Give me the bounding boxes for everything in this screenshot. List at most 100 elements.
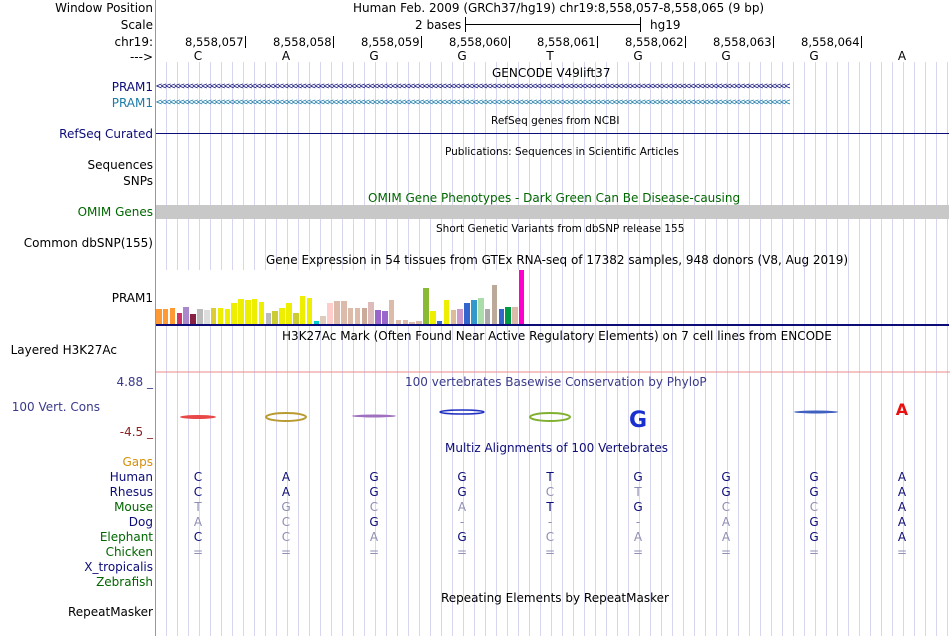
alignment-base: G — [457, 470, 467, 484]
gtex-tissue-bar[interactable] — [176, 313, 183, 324]
gtex-tissue-bar[interactable] — [388, 300, 395, 324]
gtex-tissue-bar[interactable] — [423, 288, 429, 324]
gtex-tissue-bar[interactable] — [162, 309, 169, 324]
gtex-tissue-bar[interactable] — [443, 300, 450, 324]
species-label-mouse[interactable]: Mouse — [114, 500, 153, 514]
gtex-tissue-bar[interactable] — [498, 309, 505, 324]
ruler-position-label: 8,558,058 — [273, 35, 332, 49]
h3k27ac-track-title[interactable]: H3K27Ac Mark (Often Found Near Active Re… — [282, 329, 832, 343]
chevron-left-icon[interactable]: <<<<<<<<<<<<<<<<<<<<<<<<<<<<<<<<<<<<<<<<… — [156, 98, 790, 108]
alignment-base: G — [809, 530, 819, 544]
gtex-tissue-bar[interactable] — [327, 303, 333, 324]
cons-track-title[interactable]: 100 vertebrates Basewise Conservation by… — [405, 375, 707, 389]
gtex-tissue-bar[interactable] — [471, 300, 477, 324]
gtex-tissue-bar[interactable] — [340, 301, 347, 324]
species-label-rhesus[interactable]: Rhesus — [109, 485, 153, 499]
gtex-tissue-bar[interactable] — [183, 307, 189, 324]
gtex-tissue-bar[interactable] — [505, 307, 511, 324]
gtex-tissue-bar[interactable] — [306, 298, 313, 324]
gaps-label: Gaps — [122, 455, 153, 469]
gtex-tissue-bar[interactable] — [375, 310, 381, 324]
gtex-tissue-bar[interactable] — [258, 302, 265, 324]
gtex-tissue-bar[interactable] — [190, 314, 196, 324]
alignment-base: G — [369, 515, 379, 529]
gtex-tissue-bar[interactable] — [395, 320, 402, 324]
gtex-tissue-bar[interactable] — [156, 309, 162, 324]
gtex-tissue-bar[interactable] — [279, 308, 285, 324]
species-label-zebrafish[interactable]: Zebrafish — [96, 575, 153, 589]
refseq-track-label[interactable]: RefSeq Curated — [59, 127, 153, 141]
cons-min-label: -4.5 _ — [119, 425, 153, 439]
gencode-item-label-2[interactable]: PRAM1 — [111, 96, 153, 110]
publications-track-title[interactable]: Publications: Sequences in Scientific Ar… — [445, 146, 679, 158]
chevron-left-icon[interactable]: <<<<<<<<<<<<<<<<<<<<<<<<<<<<<<<<<<<<<<<<… — [156, 82, 790, 92]
gtex-track-label[interactable]: PRAM1 — [111, 291, 153, 305]
gtex-tissue-bar[interactable] — [169, 308, 176, 324]
gtex-tissue-bar[interactable] — [491, 285, 498, 324]
gtex-track-title[interactable]: Gene Expression in 54 tissues from GTEx … — [266, 253, 849, 267]
gtex-tissue-bar[interactable] — [293, 313, 299, 324]
gtex-tissue-bar[interactable] — [450, 310, 457, 324]
species-label-chicken[interactable]: Chicken — [105, 545, 153, 559]
h3k27ac-track-label[interactable]: Layered H3K27Ac — [10, 343, 117, 357]
repeatmasker-track-label[interactable]: RepeatMasker — [67, 605, 153, 619]
gencode-track-title[interactable]: GENCODE V49lift37 — [492, 66, 611, 80]
gtex-tissue-bar[interactable] — [436, 321, 443, 324]
gencode-item-label-1[interactable]: PRAM1 — [111, 80, 153, 94]
gtex-tissue-bar[interactable] — [347, 308, 354, 324]
snps-track-label[interactable]: SNPs — [123, 174, 153, 188]
gtex-tissue-bar[interactable] — [224, 309, 231, 324]
alignment-base: G — [721, 470, 731, 484]
gtex-tissue-bar[interactable] — [265, 313, 272, 324]
gtex-tissue-bar[interactable] — [272, 311, 279, 324]
dbsnp-track-label[interactable]: Common dbSNP(155) — [23, 236, 153, 250]
alignment-base: C — [545, 485, 555, 499]
gtex-tissue-bar[interactable] — [286, 303, 292, 324]
refseq-gene-line[interactable] — [156, 133, 949, 134]
gtex-tissue-bar[interactable] — [477, 298, 484, 324]
species-label-human[interactable]: Human — [109, 470, 153, 484]
gtex-tissue-bar[interactable] — [203, 310, 210, 324]
gtex-tissue-bar[interactable] — [313, 321, 320, 324]
gtex-tissue-bar[interactable] — [238, 299, 244, 324]
omim-gene-bar[interactable] — [156, 205, 949, 219]
refseq-track-title[interactable]: RefSeq genes from NCBI — [491, 115, 620, 127]
gtex-tissue-bar[interactable] — [354, 308, 361, 324]
gtex-tissue-bar[interactable] — [457, 309, 463, 324]
cons-logo-plot[interactable]: G A — [156, 395, 950, 435]
gtex-tissue-bar[interactable] — [519, 270, 525, 324]
gtex-tissue-bar[interactable] — [464, 303, 470, 324]
multiz-track-title[interactable]: Multiz Alignments of 100 Vertebrates — [445, 441, 669, 455]
alignment-base: G — [369, 485, 379, 499]
species-label-elephant[interactable]: Elephant — [99, 530, 153, 544]
gtex-tissue-bar[interactable] — [299, 296, 306, 324]
omim-track-label[interactable]: OMIM Genes — [77, 205, 153, 219]
gtex-tissue-bar[interactable] — [361, 308, 368, 324]
gtex-tissue-bar[interactable] — [217, 308, 224, 324]
gtex-tissue-bar[interactable] — [251, 299, 258, 324]
strand-label: ---> — [129, 50, 153, 64]
gtex-tissue-bar[interactable] — [231, 303, 237, 324]
gtex-tissue-bar[interactable] — [416, 321, 422, 324]
gtex-tissue-bar[interactable] — [402, 320, 409, 324]
alignment-base: G — [721, 485, 731, 499]
gtex-tissue-bar[interactable] — [197, 309, 203, 324]
cons-track-label[interactable]: 100 Vert. Cons — [11, 400, 100, 414]
species-label-dog[interactable]: Dog — [128, 515, 153, 529]
alignment-base: G — [369, 470, 379, 484]
gtex-tissue-bar[interactable] — [409, 322, 416, 324]
gtex-tissue-bar[interactable] — [484, 309, 491, 324]
gtex-tissue-bar[interactable] — [368, 302, 374, 324]
gtex-tissue-bar[interactable] — [334, 301, 340, 324]
gtex-tissue-bar[interactable] — [430, 311, 436, 324]
dbsnp-track-title[interactable]: Short Genetic Variants from dbSNP releas… — [436, 223, 685, 235]
gtex-tissue-bar[interactable] — [320, 316, 326, 324]
sequences-track-label[interactable]: Sequences — [87, 158, 153, 172]
repeatmasker-track-title[interactable]: Repeating Elements by RepeatMasker — [441, 591, 669, 605]
gtex-tissue-bar[interactable] — [245, 300, 251, 324]
gtex-tissue-bar[interactable] — [382, 311, 388, 324]
omim-track-title[interactable]: OMIM Gene Phenotypes - Dark Green Can Be… — [368, 191, 741, 205]
gtex-tissue-bar[interactable] — [210, 308, 217, 324]
gtex-tissue-bar[interactable] — [512, 307, 518, 324]
species-label-x_tropicalis[interactable]: X_tropicalis — [84, 560, 153, 574]
